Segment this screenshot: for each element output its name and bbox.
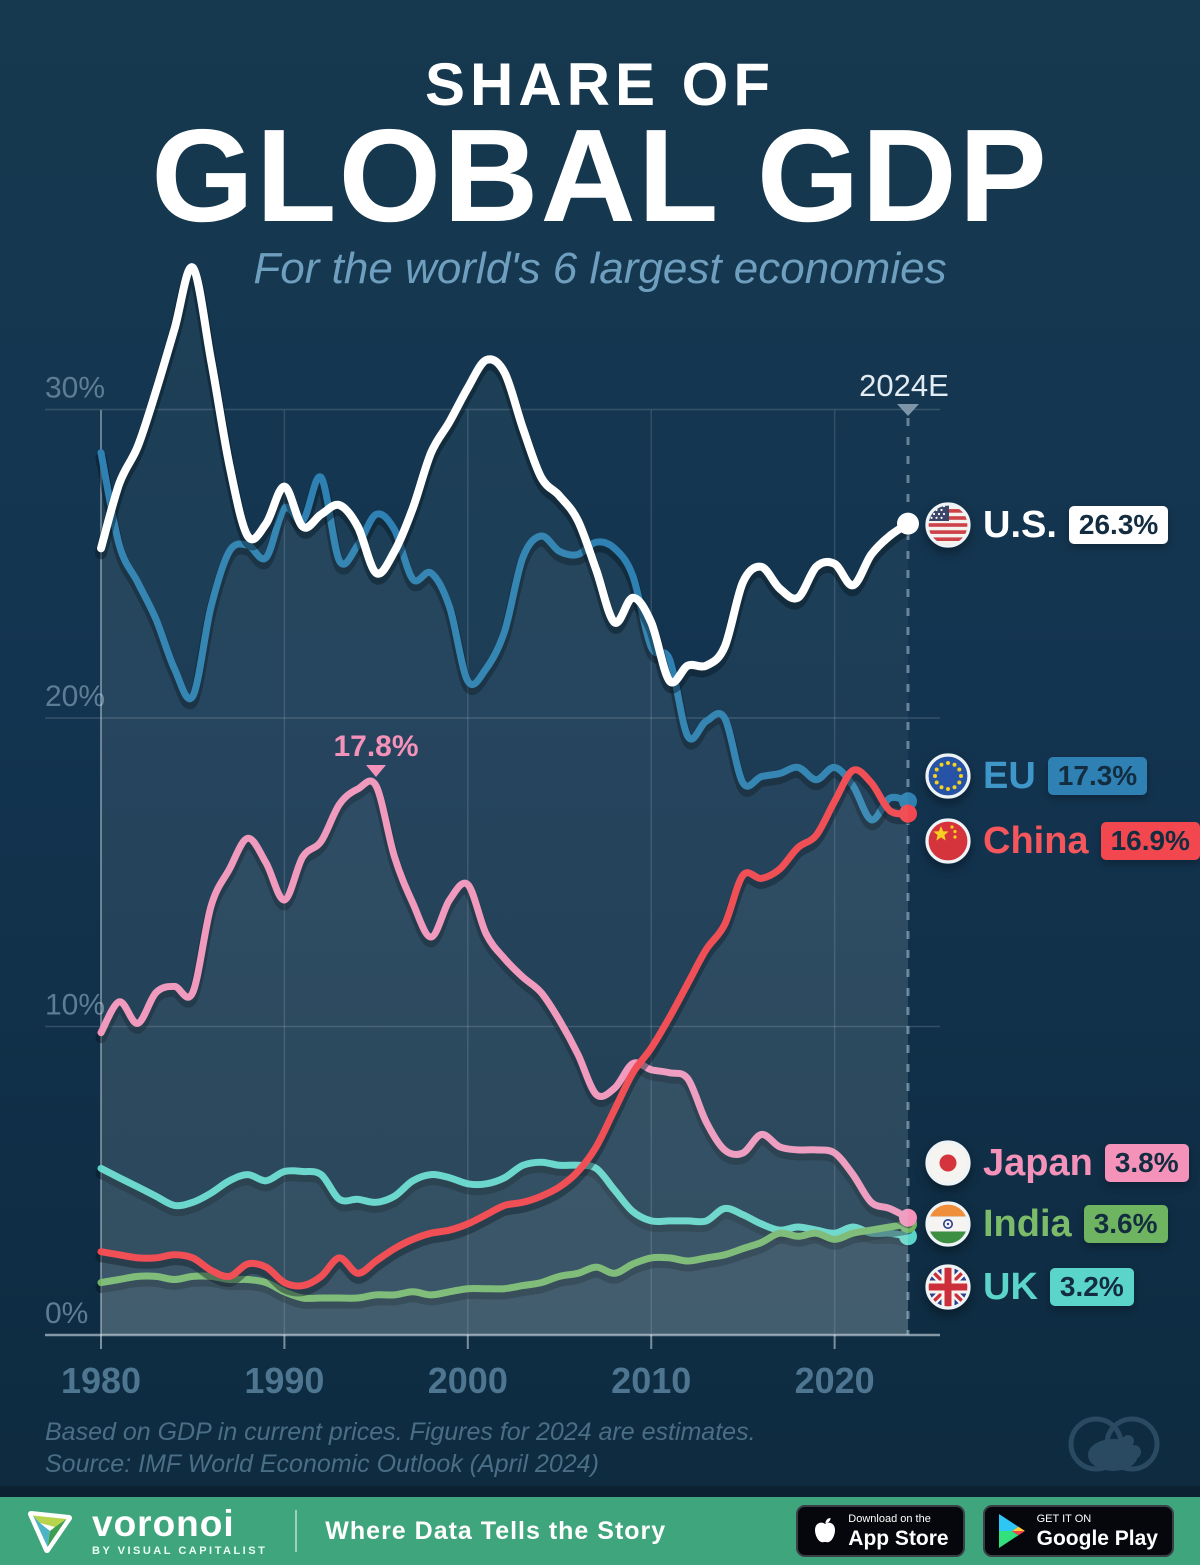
series-shadow-india [95,1223,914,1309]
series-end-dot-uk [899,1227,917,1246]
legend-label-us: U.S. [983,504,1057,546]
footer-divider [295,1510,298,1552]
legend-eu: EU 17.3% [925,753,1148,799]
series-line-eu [97,449,912,824]
forecast-triangle-icon [897,404,919,416]
legend-value-eu: 17.3% [1047,757,1148,795]
china-flag-icon [925,818,971,864]
legend-china: China 16.9% [925,818,1200,864]
y-axis-tick-label: 0% [45,1297,88,1330]
visual-capitalist-watermark-icon [1068,1416,1160,1472]
y-axis-tick-label: 20% [45,680,105,713]
google-play-icon [998,1514,1025,1548]
series-line-japan [97,777,912,1222]
app-store-label: App Store [848,1526,949,1550]
brand-subtitle: BY VISUAL CAPITALIST [92,1545,268,1557]
series-area-eu [101,452,908,1335]
legend-value-us: 26.3% [1068,506,1169,544]
annotation-triangle-icon [366,765,386,777]
legend-us: U.S. 26.3% [925,502,1169,548]
legend-label-india: India [983,1203,1072,1245]
voronoi-logo-icon [26,1505,74,1558]
series-area-india [101,1223,908,1335]
apple-icon [815,1518,836,1543]
japan-peak-annotation: 17.8% [333,730,419,777]
x-axis-tick-label: 1990 [244,1360,324,1401]
forecast-marker-group: 2024E [859,368,949,1335]
us-flag-icon [925,502,971,548]
legend-uk: UK 3.2% [925,1264,1134,1310]
app-store-badge[interactable]: Download on the App Store [796,1505,965,1557]
uk-flag-icon [925,1264,971,1310]
forecast-label: 2024E [859,368,949,403]
series-end-dot-eu [899,792,917,811]
x-axis-tick-label: 2000 [428,1360,508,1401]
legend-label-eu: EU [983,755,1036,797]
legend-value-japan: 3.8% [1104,1144,1189,1182]
google-play-caption: GET IT ON [1036,1512,1092,1525]
y-axis-tick-label: 10% [45,989,105,1022]
series-area-china [101,769,908,1335]
series-area-japan [101,780,908,1335]
series-shadow-china [95,769,914,1297]
series-end-dot-us [897,512,919,535]
annotation-value: 17.8% [333,730,418,763]
series-line-uk [97,1158,912,1240]
x-axis-tick-label: 2010 [611,1360,691,1401]
legend-label-japan: Japan [983,1142,1093,1184]
page-title: GLOBAL GDP [151,102,1049,249]
legend-value-china: 16.9% [1100,822,1200,860]
series-area-uk [101,1162,908,1335]
chart-series-layer [95,263,919,1335]
legend-label-uk: UK [983,1266,1038,1308]
legend-label-china: China [983,820,1089,862]
google-play-label: Google Play [1036,1526,1158,1550]
legend-india: India 3.6% [925,1201,1168,1247]
footer-tagline: Where Data Tells the Story [325,1516,667,1545]
series-end-dot-china [899,804,917,823]
google-play-badge[interactable]: GET IT ON Google Play [982,1505,1174,1557]
eu-flag-icon [925,753,971,799]
footer-top-strip [0,1486,1200,1497]
footer-bar: voronoi BY VISUAL CAPITALIST Where Data … [0,1497,1200,1565]
legend-japan: Japan 3.8% [925,1140,1189,1186]
series-area-us [101,267,908,1335]
page-subtitle: For the world's 6 largest economies [253,244,947,293]
series-line-us [97,263,912,687]
japan-flag-icon [925,1140,971,1186]
footnote-line1: Based on GDP in current prices. Figures … [45,1418,756,1446]
footnote-line2: Source: IMF World Economic Outlook (Apri… [45,1450,599,1478]
brand-block: voronoi BY VISUAL CAPITALIST [92,1505,267,1557]
y-axis-tick-label: 30% [45,372,105,405]
app-store-caption: Download on the [848,1512,931,1525]
legend-value-india: 3.6% [1083,1205,1168,1243]
chart-grid: 0% 10% 20% 30% 1980 1990 2000 2010 2020 [45,372,940,1401]
series-line-china [97,766,912,1290]
series-end-dot-japan [899,1208,917,1227]
india-flag-icon [925,1201,971,1247]
x-axis-tick-label: 1980 [61,1360,141,1401]
legend-value-uk: 3.2% [1049,1268,1134,1306]
series-line-india [97,1220,912,1302]
x-axis-tick-label: 2020 [795,1360,875,1401]
brand-name: voronoi [92,1503,235,1544]
title-kicker: SHARE OF [424,51,776,118]
